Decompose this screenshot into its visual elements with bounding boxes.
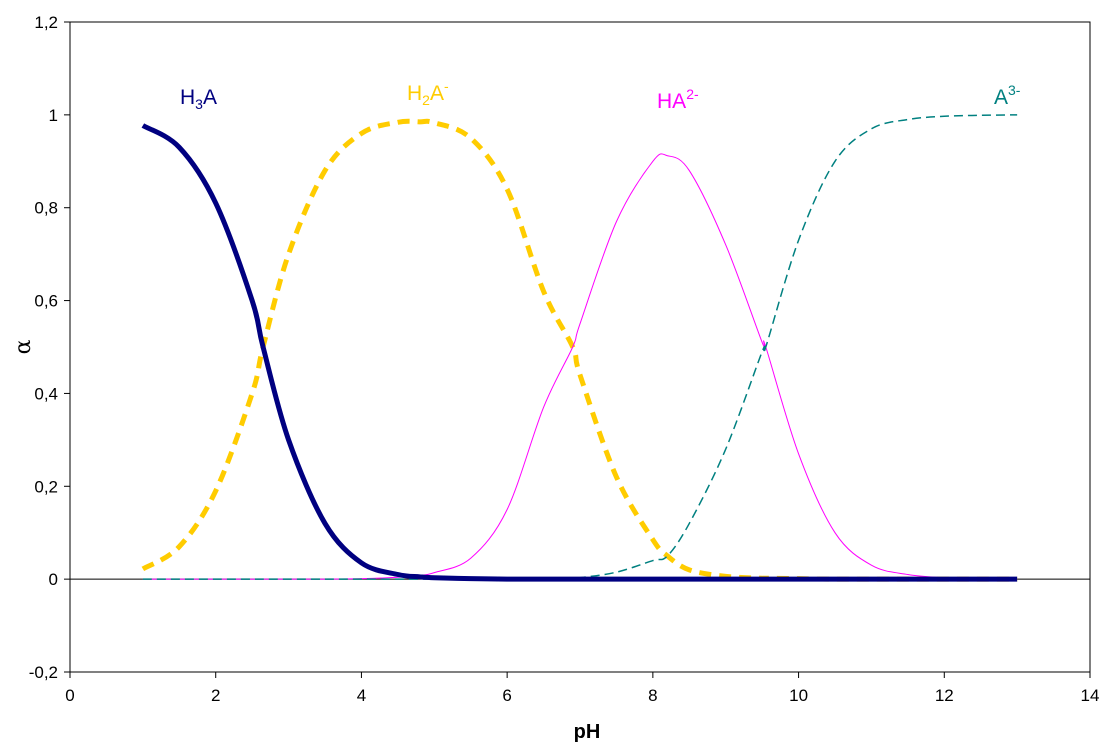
- y-tick-label: 0,6: [34, 292, 58, 311]
- y-tick-label: -0,2: [29, 663, 58, 682]
- series-line-1: [141, 118, 1018, 582]
- y-tick-label: 0,2: [34, 477, 58, 496]
- series-line-3: [142, 114, 1018, 580]
- x-tick-label: 8: [648, 686, 657, 705]
- series-label-0: H3A: [180, 86, 217, 112]
- x-tick-label: 6: [502, 686, 511, 705]
- plot-frame: [69, 21, 1091, 673]
- y-tick-label: 0,4: [34, 384, 58, 403]
- series-line-0: [141, 123, 1018, 582]
- x-tick-label: 0: [65, 686, 74, 705]
- y-tick-label: 0,8: [34, 199, 58, 218]
- series-layer: [141, 114, 1018, 582]
- x-tick-label: 10: [789, 686, 808, 705]
- axes: 0 2 4 6 8 10 12 14 -0,2 0 0,2 0,4 0,6 0,8 1 1,2: [29, 13, 1100, 705]
- y-tick-label: 1: [49, 106, 58, 125]
- x-tick-label: 12: [935, 686, 954, 705]
- x-tick-label: 2: [211, 686, 220, 705]
- x-tick-label: 14: [1081, 686, 1100, 705]
- series-label-2: HA2-: [657, 86, 699, 113]
- x-tick-label: 4: [357, 686, 366, 705]
- y-tick-label: 0: [49, 570, 58, 589]
- y-tick-label: 1,2: [34, 13, 58, 32]
- x-axis-title: pH: [574, 721, 601, 743]
- series-label-1: H2A-: [407, 78, 449, 108]
- series-label-3: A3-: [994, 82, 1021, 109]
- y-axis-title: α: [11, 339, 36, 354]
- labels-layer: H3A H2A- HA2- A3-: [180, 78, 1021, 113]
- series-line-2: [142, 153, 1018, 580]
